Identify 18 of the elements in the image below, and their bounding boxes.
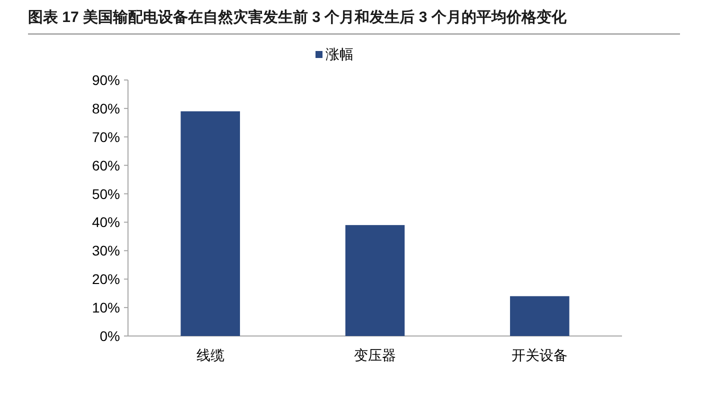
chart-title: 图表 17 美国输配电设备在自然灾害发生前 3 个月和发生后 3 个月的平均价格变化 — [28, 8, 568, 26]
bar — [510, 296, 570, 336]
x-tick-label: 变压器 — [354, 347, 396, 363]
legend-label: 涨幅 — [326, 46, 354, 62]
y-tick-label: 30% — [92, 242, 120, 259]
y-tick-label: 70% — [92, 128, 120, 145]
x-tick-label: 开关设备 — [512, 347, 568, 363]
y-tick-label: 50% — [92, 186, 120, 202]
y-tick-label: 90% — [92, 72, 120, 88]
y-tick-label: 0% — [100, 328, 120, 344]
y-tick-label: 60% — [92, 157, 120, 174]
y-tick-label: 10% — [92, 300, 120, 316]
y-tick-label: 80% — [92, 100, 120, 116]
bar — [345, 225, 405, 336]
bar — [180, 111, 240, 336]
y-tick-label: 20% — [92, 271, 120, 288]
x-tick-label: 线缆 — [196, 347, 224, 363]
y-tick-label: 40% — [92, 214, 120, 230]
